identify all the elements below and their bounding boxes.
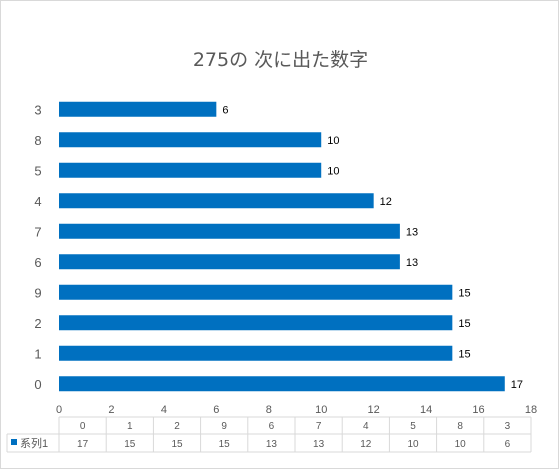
table-header-cell: 5	[410, 421, 416, 432]
bar	[59, 376, 505, 392]
legend-swatch	[11, 439, 17, 445]
data-label: 12	[380, 196, 392, 208]
table-value-cell: 17	[77, 439, 89, 450]
bar	[59, 193, 374, 209]
x-tick-label: 0	[56, 404, 62, 416]
data-label: 6	[222, 104, 228, 116]
x-tick-label: 10	[315, 404, 327, 416]
data-label: 10	[327, 135, 339, 147]
table-header-cell: 0	[80, 421, 86, 432]
data-label: 10	[327, 165, 339, 177]
table-header-cell: 6	[269, 421, 275, 432]
table-row-label: 系列1	[20, 436, 48, 450]
table-header-cell: 8	[457, 421, 463, 432]
category-label: 7	[34, 224, 41, 239]
table-value-cell: 12	[360, 439, 372, 450]
x-tick-label: 6	[213, 404, 219, 416]
category-label: 8	[34, 133, 41, 148]
bar	[59, 284, 453, 300]
table-value-cell: 10	[407, 439, 419, 450]
x-tick-label: 18	[525, 404, 537, 416]
bar	[59, 315, 453, 331]
bar	[59, 162, 322, 178]
bar	[59, 101, 217, 117]
table-value-cell: 10	[455, 439, 467, 450]
x-tick-label: 16	[472, 404, 484, 416]
table-value-cell: 13	[266, 439, 278, 450]
table-value-cell: 15	[171, 439, 183, 450]
bar	[59, 254, 400, 270]
category-label: 1	[34, 346, 41, 361]
x-tick-label: 2	[108, 404, 114, 416]
data-label: 13	[406, 257, 418, 269]
table-header-cell: 7	[316, 421, 322, 432]
data-label: 15	[458, 287, 470, 299]
category-label: 9	[34, 285, 41, 300]
table-value-cell: 15	[124, 439, 136, 450]
data-label: 13	[406, 226, 418, 238]
x-tick-label: 4	[161, 404, 167, 416]
category-label: 0	[34, 377, 41, 392]
data-label: 15	[458, 348, 470, 360]
table-value-cell: 13	[313, 439, 325, 450]
table-value-cell: 15	[219, 439, 231, 450]
x-tick-label: 12	[368, 404, 380, 416]
data-label: 17	[511, 379, 523, 391]
bar	[59, 223, 400, 239]
bar	[59, 132, 322, 148]
table-header-cell: 4	[363, 421, 369, 432]
category-label: 2	[34, 316, 41, 331]
chart-title: 275の 次に出た数字	[192, 49, 369, 71]
table-header-cell: 2	[174, 421, 180, 432]
data-label: 15	[458, 318, 470, 330]
category-label: 5	[34, 163, 41, 178]
table-header-cell: 9	[221, 421, 227, 432]
category-label: 6	[34, 255, 41, 270]
x-tick-label: 8	[266, 404, 272, 416]
x-tick-label: 14	[420, 404, 432, 416]
table-header-cell: 1	[127, 421, 133, 432]
table-header-cell: 3	[505, 421, 511, 432]
table-value-cell: 6	[505, 439, 511, 450]
bar	[59, 345, 453, 361]
category-label: 3	[34, 102, 41, 117]
category-label: 4	[34, 194, 41, 209]
